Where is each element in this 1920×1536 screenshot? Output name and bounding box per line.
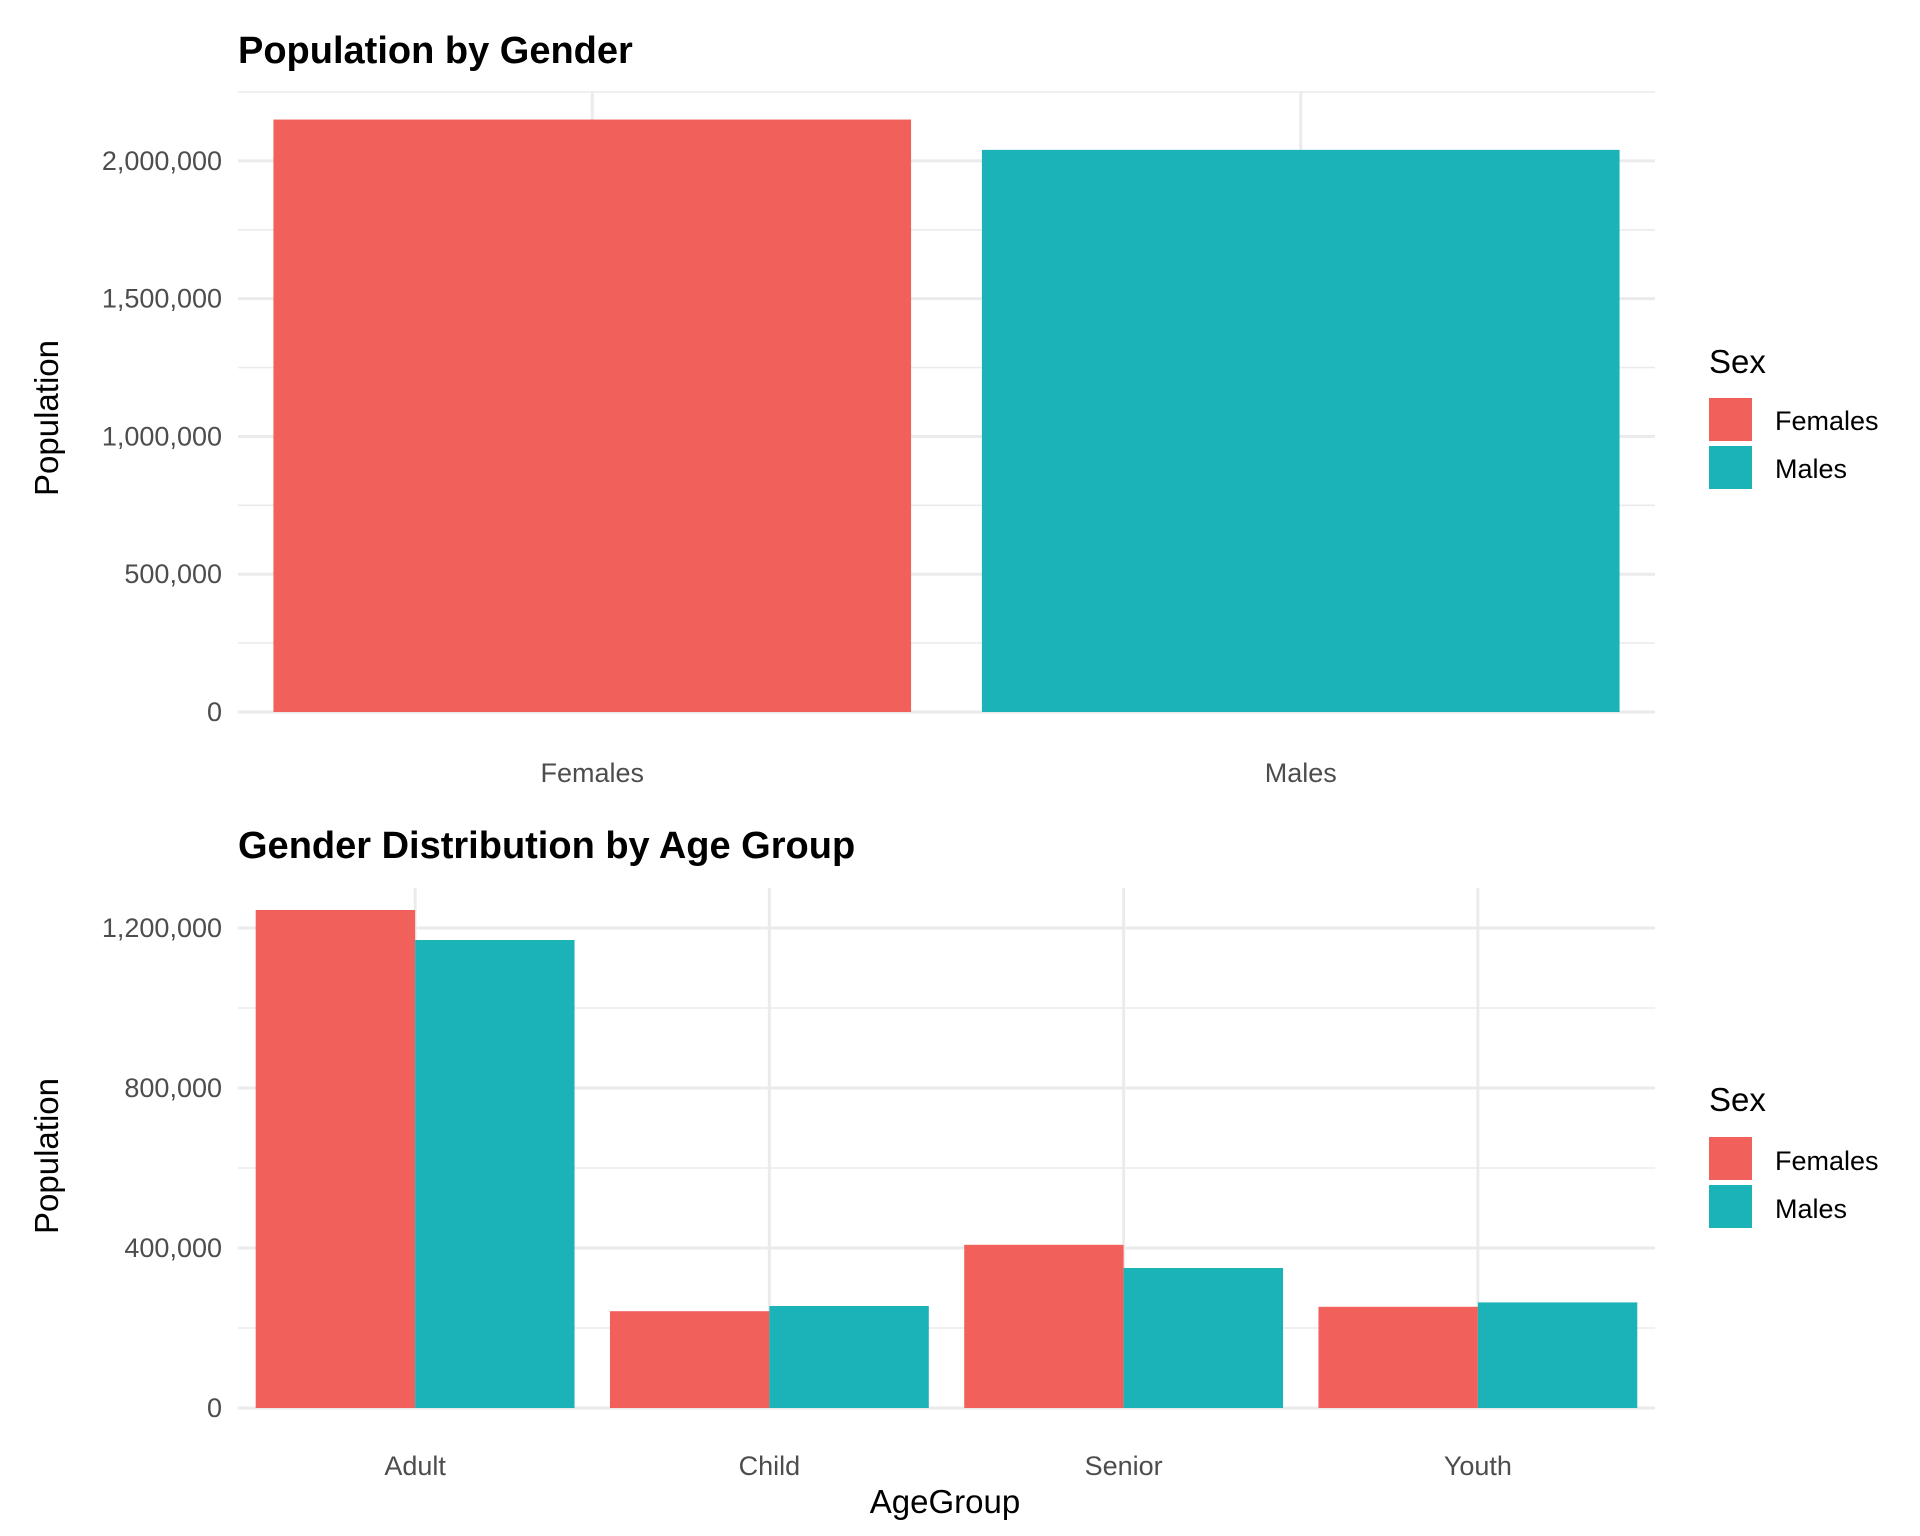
panel-population-by-gender: Population by Gender 0 500,000 1,000,000 1,…: [28, 30, 1879, 788]
legend-swatch-males: [1709, 1185, 1752, 1228]
bars: [255, 910, 1638, 1408]
y-tick-label: 800,000: [124, 1073, 222, 1103]
bar-males-senior: [1123, 1268, 1284, 1408]
legend-swatch-females: [1709, 1137, 1752, 1180]
x-axis-title: AgeGroup: [870, 1483, 1020, 1520]
y-axis-title: Population: [28, 1078, 65, 1234]
legend-label-females: Females: [1775, 1146, 1879, 1176]
x-tick-label: Youth: [1444, 1451, 1512, 1481]
legend-label-males: Males: [1775, 1194, 1847, 1224]
y-tick-label: 1,500,000: [102, 284, 222, 314]
legend: Sex Females Males: [1709, 343, 1879, 489]
bar-males-adult: [415, 940, 575, 1408]
legend-title: Sex: [1709, 1081, 1766, 1118]
y-tick-label: 1,200,000: [102, 913, 222, 943]
y-tick-label: 0: [207, 1393, 222, 1423]
x-tick-label: Females: [540, 758, 644, 788]
x-tick-label: Senior: [1085, 1451, 1163, 1481]
y-tick-labels: 0 400,000 800,000 1,200,000: [102, 913, 222, 1423]
bar-males-child: [769, 1306, 929, 1408]
bar-females-youth: [1318, 1306, 1478, 1408]
y-tick-label: 400,000: [124, 1233, 222, 1263]
legend-label-males: Males: [1775, 454, 1847, 484]
x-tick-labels: Females Males: [540, 758, 1336, 788]
y-tick-labels: 0 500,000 1,000,000 1,500,000 2,000,000: [102, 146, 222, 727]
x-tick-labels: Adult Child Senior Youth: [384, 1451, 1512, 1481]
x-tick-label: Adult: [384, 1451, 446, 1481]
y-tick-label: 1,000,000: [102, 421, 222, 451]
bar-males-youth: [1477, 1302, 1638, 1408]
legend-swatch-males: [1709, 446, 1752, 489]
bars: [273, 119, 1620, 713]
bar-females-senior: [964, 1244, 1124, 1408]
chart-title: Gender Distribution by Age Group: [238, 825, 855, 867]
bar-females-females: [273, 119, 912, 713]
x-tick-label: Males: [1265, 758, 1337, 788]
bar-females-adult: [255, 910, 416, 1408]
bar-females-child: [609, 1311, 770, 1408]
y-tick-label: 500,000: [124, 559, 222, 589]
x-tick-label: Child: [739, 1451, 801, 1481]
legend: Sex Females Males: [1709, 1081, 1879, 1228]
panel-gender-by-age-group: Gender Distribution by Age Group 0 400,00…: [28, 825, 1879, 1520]
y-axis-title: Population: [28, 340, 65, 496]
legend-swatch-females: [1709, 398, 1752, 441]
legend-title: Sex: [1709, 343, 1766, 380]
y-tick-label: 2,000,000: [102, 146, 222, 176]
bar-males-males: [981, 149, 1620, 712]
legend-label-females: Females: [1775, 406, 1879, 436]
chart-title: Population by Gender: [238, 30, 633, 72]
y-tick-label: 0: [207, 697, 222, 727]
